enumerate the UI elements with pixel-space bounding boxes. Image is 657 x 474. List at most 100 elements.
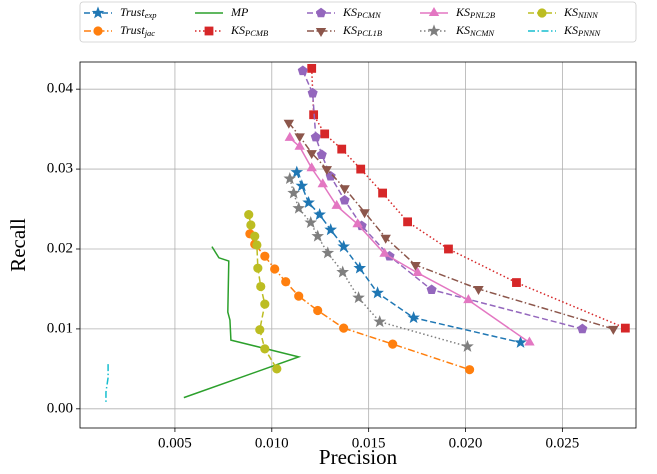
marker xyxy=(283,172,297,185)
marker xyxy=(473,285,484,295)
marker xyxy=(256,281,266,292)
x-tick-label: 0.025 xyxy=(546,435,580,451)
marker xyxy=(410,261,421,271)
marker xyxy=(339,185,350,195)
marker xyxy=(290,165,304,178)
x-axis-label: Precision xyxy=(319,445,398,469)
marker xyxy=(331,199,342,209)
marker xyxy=(294,291,304,301)
marker xyxy=(388,339,398,349)
legend-label: KSPCMN xyxy=(342,5,382,20)
legend-subscript: PCL1B xyxy=(356,28,382,38)
marker xyxy=(512,278,521,287)
legend: TrustexpTrustjacMPKSPCMBKSPCMNKSPCL1BKSP… xyxy=(79,1,637,43)
x-tick-label: 0.005 xyxy=(158,435,192,451)
marker xyxy=(577,323,588,334)
plot-frame xyxy=(79,61,637,429)
marker xyxy=(426,284,437,295)
series-line xyxy=(296,172,521,344)
marker xyxy=(336,265,350,278)
marker xyxy=(313,305,323,316)
marker xyxy=(317,178,328,188)
legend-subscript: PNL2B xyxy=(469,10,495,20)
marker xyxy=(514,335,527,348)
series-line xyxy=(248,214,278,370)
y-tick-label: 0.03 xyxy=(47,161,73,177)
marker xyxy=(316,149,327,159)
series-line xyxy=(288,122,614,330)
marker xyxy=(253,263,263,273)
legend-label: KSPNNN xyxy=(563,23,602,38)
x-tick-label: 0.015 xyxy=(352,435,386,451)
legend-subscript: exp xyxy=(145,10,157,20)
marker xyxy=(306,162,317,172)
marker xyxy=(352,218,363,228)
marker xyxy=(412,266,423,276)
marker xyxy=(407,311,420,324)
marker xyxy=(356,164,366,174)
marker xyxy=(339,194,350,205)
marker xyxy=(302,196,315,209)
legend-name: KS xyxy=(342,5,357,19)
legend-name: KS xyxy=(342,23,357,37)
marker xyxy=(272,364,282,374)
legend-subscript: NCMN xyxy=(469,28,495,38)
plot-area xyxy=(105,63,630,405)
marker xyxy=(244,210,254,220)
series-line xyxy=(302,70,583,330)
x-tick-label: 0.020 xyxy=(449,435,483,451)
marker xyxy=(294,140,305,150)
legend-name: Trust xyxy=(120,5,145,19)
legend-label: KSPCL1B xyxy=(342,23,382,38)
marker xyxy=(310,131,321,142)
marker xyxy=(321,246,335,259)
marker xyxy=(270,264,280,274)
marker xyxy=(295,179,309,192)
marker xyxy=(250,231,260,241)
marker xyxy=(337,144,347,154)
marker xyxy=(463,294,474,304)
marker xyxy=(252,240,262,250)
y-tick-label: 0.01 xyxy=(47,320,73,336)
legend-name: KS xyxy=(455,5,470,19)
legend-label: Trustjac xyxy=(120,23,155,38)
marker xyxy=(339,323,349,333)
x-tick-label: 0.010 xyxy=(255,435,289,451)
marker xyxy=(444,244,453,254)
y-tick-label: 0.04 xyxy=(47,81,74,97)
marker xyxy=(287,186,300,199)
marker xyxy=(359,209,370,219)
legend-subscript: NINN xyxy=(577,10,599,20)
series-line xyxy=(310,68,626,329)
legend-subscript: PNNN xyxy=(577,28,602,38)
marker xyxy=(464,365,475,375)
legend-subscript: PCMB xyxy=(244,28,268,38)
marker xyxy=(371,286,384,299)
marker xyxy=(93,26,103,36)
marker xyxy=(307,87,318,98)
marker xyxy=(428,6,440,17)
marker xyxy=(315,27,327,38)
legend-name: KS xyxy=(563,5,578,19)
series-line xyxy=(249,233,470,371)
y-axis-label: Recall xyxy=(6,218,30,272)
marker xyxy=(378,188,388,198)
legend-label: Trustexp xyxy=(120,5,156,20)
marker xyxy=(306,150,317,160)
marker xyxy=(524,336,535,346)
marker xyxy=(294,133,305,143)
marker xyxy=(304,215,318,228)
marker xyxy=(260,344,270,354)
legend-frame xyxy=(79,1,637,43)
marker xyxy=(380,234,391,244)
y-tick-label: 0.02 xyxy=(47,240,73,256)
marker xyxy=(379,247,390,257)
marker xyxy=(321,166,333,176)
legend-name: KS xyxy=(230,23,245,37)
marker xyxy=(284,131,296,141)
marker xyxy=(204,26,214,36)
marker xyxy=(91,6,105,19)
marker xyxy=(427,24,441,37)
